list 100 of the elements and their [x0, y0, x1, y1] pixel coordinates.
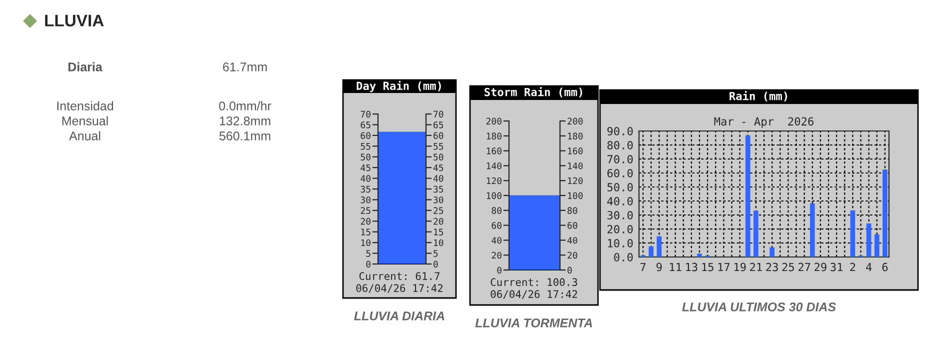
x-tick-label: 15: [702, 262, 714, 272]
x-tick-label: 31: [830, 262, 843, 272]
y-tick-label: 180: [486, 132, 502, 140]
y-tick-label: 40: [492, 236, 502, 244]
y-tick-label: 60: [360, 132, 370, 140]
y-tick-label: 60: [492, 222, 502, 229]
x-tick-label: 21: [750, 262, 762, 272]
y2-tick-label: 40: [567, 236, 578, 244]
y-tick-label: 55: [360, 143, 370, 150]
x-tick-label: 2: [850, 262, 856, 272]
x-tick-label: 27: [798, 262, 810, 272]
x-tick-label: 17: [718, 262, 730, 272]
y2-tick-label: 15: [434, 228, 444, 236]
y2-tick-label: 5: [434, 250, 438, 257]
bar: [754, 210, 758, 257]
bar: [882, 170, 888, 257]
y-tick-label: 30.0: [607, 211, 633, 220]
y-tick-label: 40: [360, 175, 370, 182]
y-tick-label: 90.0: [607, 127, 633, 136]
y-tick-label: 80: [492, 207, 502, 214]
bar: [697, 254, 702, 257]
y2-tick-label: 25: [434, 207, 444, 214]
y2-tick-label: 80: [568, 207, 578, 214]
bar: [866, 223, 872, 257]
x-tick-label: 19: [734, 262, 746, 272]
y2-tick-label: 100: [568, 192, 583, 200]
bar: [656, 236, 662, 257]
text: 132.8mm: [220, 116, 270, 126]
text: LLUVIA DIARIA: [354, 312, 444, 320]
text: 06/04/26 17:42: [356, 284, 443, 293]
bar: [648, 246, 654, 257]
x-tick-label: 11: [670, 262, 682, 272]
text: Current: 100.3: [490, 278, 578, 286]
y-tick-label: 70.0: [607, 155, 633, 164]
x-tick-label: 6: [882, 262, 888, 272]
y-tick-label: 15: [361, 228, 370, 236]
y-tick-label: 60.0: [607, 169, 633, 178]
y-tick-label: 0: [497, 266, 502, 274]
y2-tick-label: 30: [434, 196, 444, 204]
y2-tick-label: 20: [568, 252, 578, 259]
text: Mensual: [62, 116, 108, 126]
x-tick-label: 29: [814, 262, 826, 272]
y-tick-label: 25: [360, 207, 370, 214]
y2-tick-label: 20: [434, 218, 444, 225]
y-tick-label: 10.0: [608, 239, 633, 248]
x-tick-label: 9: [656, 262, 662, 272]
bar: [850, 210, 856, 257]
y2-tick-label: 0: [568, 266, 572, 274]
y2-tick-label: 120: [568, 177, 583, 184]
y-tick-label: 100: [486, 192, 502, 200]
x-tick-label: 13: [686, 262, 698, 272]
bar: [745, 135, 750, 257]
y-tick-label: 35: [360, 186, 370, 193]
y-tick-label: 0: [366, 260, 370, 268]
y-tick-label: 5: [366, 250, 370, 257]
y2-tick-label: 60: [434, 132, 444, 140]
chart-title: Day Rain (mm): [356, 80, 441, 92]
text: Intensidad: [57, 101, 114, 110]
text: LLUVIA: [45, 14, 104, 26]
y2-tick-label: 55: [434, 143, 444, 150]
x-tick-label: 23: [766, 262, 778, 272]
y2-tick-label: 0: [434, 260, 438, 268]
text: Current: 61.7: [359, 272, 440, 280]
y2-tick-label: 180: [568, 132, 583, 140]
y2-tick-label: 10: [434, 239, 444, 246]
y2-tick-label: 70: [434, 110, 444, 118]
y-tick-label: 20.0: [608, 225, 633, 234]
y2-tick-label: 140: [568, 162, 583, 170]
text: 61.7mm: [223, 62, 267, 72]
x-tick-label: 7: [640, 262, 646, 272]
text: LLUVIA TORMENTA: [475, 318, 592, 328]
y2-tick-label: 45: [433, 164, 444, 172]
y-tick-label: 10: [361, 239, 370, 246]
y2-tick-label: 50: [434, 154, 444, 160]
y-tick-label: 45: [360, 164, 370, 172]
text: Anual: [69, 131, 100, 140]
y2-tick-label: 160: [568, 148, 583, 154]
y-tick-label: 40.0: [607, 197, 633, 206]
text: Diaria: [68, 62, 102, 72]
bar: [810, 203, 815, 257]
text: LLUVIA ULTIMOS 30 DIAS: [682, 302, 836, 312]
y-tick-label: 80.0: [607, 141, 633, 150]
y-tick-label: 20: [492, 252, 502, 259]
y-tick-label: 160: [486, 148, 502, 154]
y-tick-label: 140: [486, 162, 502, 170]
y-tick-label: 20: [360, 218, 370, 225]
y-tick-label: 200: [486, 118, 502, 125]
bar: [770, 247, 774, 257]
y2-tick-label: 60: [568, 222, 578, 229]
y2-tick-label: 200: [568, 118, 583, 125]
y-tick-label: 65: [360, 121, 370, 128]
chart-title: Storm Rain (mm): [484, 87, 582, 98]
text: 0.0mm/hr: [219, 101, 272, 110]
chart-subtitle: Mar - Apr 2026: [714, 117, 814, 128]
y-tick-label: 120: [486, 177, 502, 184]
text: 560.1mm: [219, 132, 270, 140]
y-tick-label: 50.0: [607, 183, 633, 192]
y-tick-label: 30: [360, 196, 370, 204]
x-tick-label: 25: [782, 262, 794, 272]
y-tick-label: 0.0: [614, 253, 633, 262]
